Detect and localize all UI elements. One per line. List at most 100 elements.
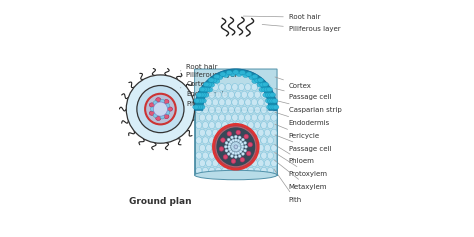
Circle shape	[232, 151, 235, 155]
Ellipse shape	[258, 144, 264, 151]
Ellipse shape	[238, 99, 245, 106]
Text: Passage cell: Passage cell	[275, 135, 331, 152]
Ellipse shape	[208, 78, 214, 82]
Ellipse shape	[215, 122, 221, 129]
Ellipse shape	[232, 129, 238, 136]
Ellipse shape	[251, 144, 257, 151]
Ellipse shape	[261, 137, 267, 144]
Polygon shape	[195, 69, 277, 110]
Circle shape	[241, 145, 244, 148]
Ellipse shape	[243, 73, 249, 77]
Ellipse shape	[241, 167, 247, 174]
Circle shape	[224, 145, 227, 148]
Ellipse shape	[245, 99, 251, 106]
Text: Pith: Pith	[274, 169, 302, 203]
Ellipse shape	[195, 105, 201, 109]
Ellipse shape	[271, 129, 277, 136]
Circle shape	[234, 139, 237, 141]
Ellipse shape	[267, 152, 273, 159]
Circle shape	[241, 138, 245, 141]
Ellipse shape	[254, 91, 261, 98]
Ellipse shape	[198, 99, 204, 103]
Ellipse shape	[254, 152, 261, 159]
Ellipse shape	[232, 114, 238, 121]
Ellipse shape	[233, 70, 239, 74]
Ellipse shape	[257, 83, 263, 87]
Ellipse shape	[225, 99, 231, 106]
Circle shape	[231, 147, 234, 150]
Ellipse shape	[219, 144, 225, 151]
Ellipse shape	[271, 105, 277, 109]
Ellipse shape	[228, 106, 235, 114]
Ellipse shape	[267, 137, 273, 144]
Ellipse shape	[149, 111, 155, 115]
Ellipse shape	[196, 167, 202, 174]
Circle shape	[234, 155, 237, 158]
Ellipse shape	[261, 167, 267, 174]
Circle shape	[245, 145, 247, 148]
Text: Pericycle: Pericycle	[275, 124, 320, 139]
Ellipse shape	[245, 114, 251, 121]
Circle shape	[234, 149, 237, 152]
Circle shape	[239, 150, 242, 153]
Circle shape	[165, 110, 170, 115]
Text: Ground plan: Ground plan	[129, 197, 192, 206]
Ellipse shape	[252, 79, 258, 83]
Ellipse shape	[225, 144, 231, 151]
Ellipse shape	[235, 106, 241, 114]
Ellipse shape	[228, 137, 235, 144]
Ellipse shape	[201, 93, 207, 97]
Ellipse shape	[255, 78, 261, 83]
Circle shape	[229, 150, 233, 153]
Ellipse shape	[201, 99, 206, 103]
Ellipse shape	[228, 122, 235, 129]
Ellipse shape	[251, 99, 257, 106]
Ellipse shape	[202, 106, 209, 114]
Ellipse shape	[235, 167, 241, 174]
Ellipse shape	[235, 122, 241, 129]
Ellipse shape	[248, 91, 254, 98]
Ellipse shape	[228, 91, 235, 98]
Ellipse shape	[203, 82, 209, 87]
Ellipse shape	[249, 75, 255, 80]
Ellipse shape	[196, 93, 202, 97]
Ellipse shape	[156, 116, 161, 120]
Ellipse shape	[246, 72, 252, 76]
Ellipse shape	[209, 137, 215, 144]
Ellipse shape	[220, 72, 226, 76]
Ellipse shape	[228, 167, 235, 174]
Circle shape	[236, 148, 238, 151]
Ellipse shape	[167, 107, 173, 111]
Ellipse shape	[258, 114, 264, 121]
Ellipse shape	[251, 83, 257, 91]
Ellipse shape	[271, 144, 277, 151]
Ellipse shape	[215, 167, 221, 174]
Ellipse shape	[258, 99, 264, 106]
Circle shape	[241, 148, 244, 151]
Ellipse shape	[271, 99, 277, 106]
Ellipse shape	[261, 106, 267, 114]
Ellipse shape	[254, 137, 261, 144]
Ellipse shape	[261, 152, 267, 159]
Ellipse shape	[263, 93, 269, 97]
Circle shape	[221, 138, 225, 142]
Ellipse shape	[219, 99, 225, 106]
Ellipse shape	[245, 144, 251, 151]
Text: Casparian strip: Casparian strip	[275, 100, 342, 113]
Ellipse shape	[241, 152, 247, 159]
Ellipse shape	[252, 74, 258, 79]
Ellipse shape	[245, 129, 251, 136]
Ellipse shape	[207, 87, 212, 92]
Ellipse shape	[238, 83, 245, 91]
Ellipse shape	[266, 87, 273, 92]
Ellipse shape	[232, 83, 238, 91]
Ellipse shape	[215, 106, 221, 114]
Ellipse shape	[214, 74, 219, 79]
Circle shape	[213, 124, 258, 169]
Ellipse shape	[273, 105, 279, 109]
Ellipse shape	[267, 105, 273, 109]
Ellipse shape	[245, 83, 251, 91]
Text: Metaxylem: Metaxylem	[274, 160, 328, 190]
Circle shape	[234, 145, 237, 149]
Circle shape	[225, 149, 228, 152]
